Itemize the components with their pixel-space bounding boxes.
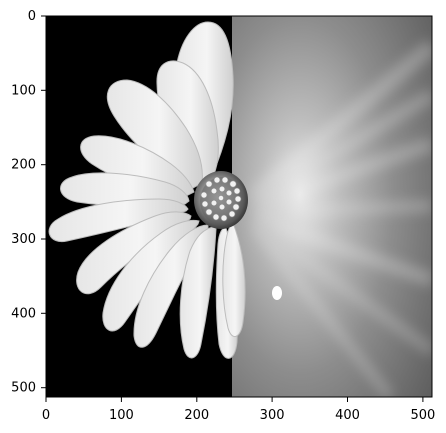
x-tick-label: 200 [184, 408, 209, 423]
y-tick-label: 0 [28, 9, 36, 24]
x-axis: 0 100 200 300 400 500 [42, 397, 435, 423]
x-tick-label: 100 [109, 408, 134, 423]
y-tick-label: 500 [11, 381, 36, 396]
light-spot [272, 286, 282, 300]
x-tick-label: 400 [335, 408, 360, 423]
x-tick-label: 300 [260, 408, 285, 423]
y-tick-label: 400 [11, 306, 36, 321]
y-tick-label: 200 [11, 158, 36, 173]
x-tick-label: 0 [42, 408, 50, 423]
y-axis: 0 100 200 300 400 500 [11, 9, 46, 396]
y-tick-label: 100 [11, 83, 36, 98]
photo [46, 16, 432, 397]
flower-center [194, 171, 248, 229]
y-tick-label: 300 [11, 232, 36, 247]
x-tick-label: 500 [410, 408, 435, 423]
